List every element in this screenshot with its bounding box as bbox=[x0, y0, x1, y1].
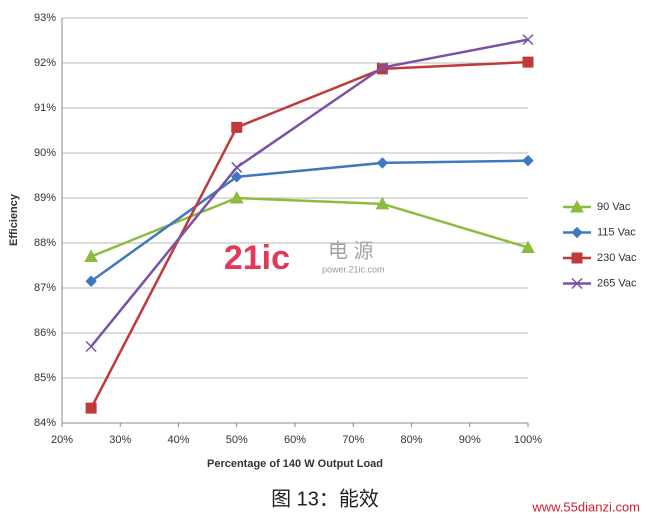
marker bbox=[522, 34, 534, 46]
marker bbox=[521, 240, 535, 253]
marker bbox=[376, 157, 389, 169]
marker bbox=[231, 171, 243, 183]
marker bbox=[375, 196, 390, 210]
legend-marker bbox=[571, 277, 583, 290]
x-tick-label: 60% bbox=[284, 434, 306, 446]
marker bbox=[229, 190, 244, 204]
y-tick-label: 85% bbox=[34, 372, 56, 384]
series-line bbox=[90, 38, 529, 348]
x-tick-label: 20% bbox=[51, 434, 73, 446]
marker bbox=[231, 121, 243, 133]
series-line bbox=[90, 159, 529, 283]
y-tick-label: 88% bbox=[34, 237, 56, 249]
y-tick-label: 87% bbox=[34, 282, 56, 294]
watermark-text: 电 源 bbox=[328, 239, 374, 262]
y-tick-label: 90% bbox=[34, 147, 56, 159]
caption: 图 13：能效 bbox=[271, 487, 379, 510]
marker bbox=[85, 340, 97, 353]
legend-label: 90 Vac bbox=[597, 201, 631, 213]
y-tick-label: 86% bbox=[34, 327, 56, 339]
series-line bbox=[90, 60, 529, 409]
watermark-url: power.21ic.com bbox=[322, 264, 385, 274]
x-tick-label: 70% bbox=[342, 434, 364, 446]
y-tick-label: 93% bbox=[34, 12, 56, 24]
marker bbox=[85, 275, 97, 287]
y-tick-label: 84% bbox=[34, 417, 56, 429]
x-tick-label: 100% bbox=[514, 434, 542, 446]
x-tick-label: 90% bbox=[459, 434, 481, 446]
x-tick-label: 50% bbox=[226, 434, 248, 446]
marker bbox=[522, 154, 534, 167]
marker bbox=[85, 402, 97, 414]
marker bbox=[84, 249, 98, 262]
legend-marker bbox=[571, 252, 583, 264]
marker bbox=[522, 56, 534, 68]
series-line bbox=[90, 196, 529, 258]
marker bbox=[376, 61, 388, 74]
y-axis-label: Efficiency bbox=[8, 193, 20, 246]
x-tick-label: 30% bbox=[109, 434, 131, 446]
x-tick-label: 40% bbox=[167, 434, 189, 446]
legend-label: 265 Vac bbox=[597, 277, 637, 289]
watermark-logo: 21ic bbox=[224, 239, 290, 277]
y-tick-label: 89% bbox=[34, 192, 56, 204]
legend-label: 115 Vac bbox=[597, 226, 636, 238]
x-axis-label: Percentage of 140 W Output Load bbox=[207, 458, 383, 470]
y-tick-label: 92% bbox=[34, 57, 56, 69]
source: www.55dianzi.com bbox=[531, 499, 640, 514]
x-tick-label: 80% bbox=[400, 434, 422, 446]
y-tick-label: 91% bbox=[34, 102, 56, 114]
marker bbox=[231, 161, 243, 173]
legend-marker bbox=[570, 199, 584, 213]
legend-label: 230 Vac bbox=[597, 252, 637, 264]
legend-marker bbox=[571, 226, 583, 239]
